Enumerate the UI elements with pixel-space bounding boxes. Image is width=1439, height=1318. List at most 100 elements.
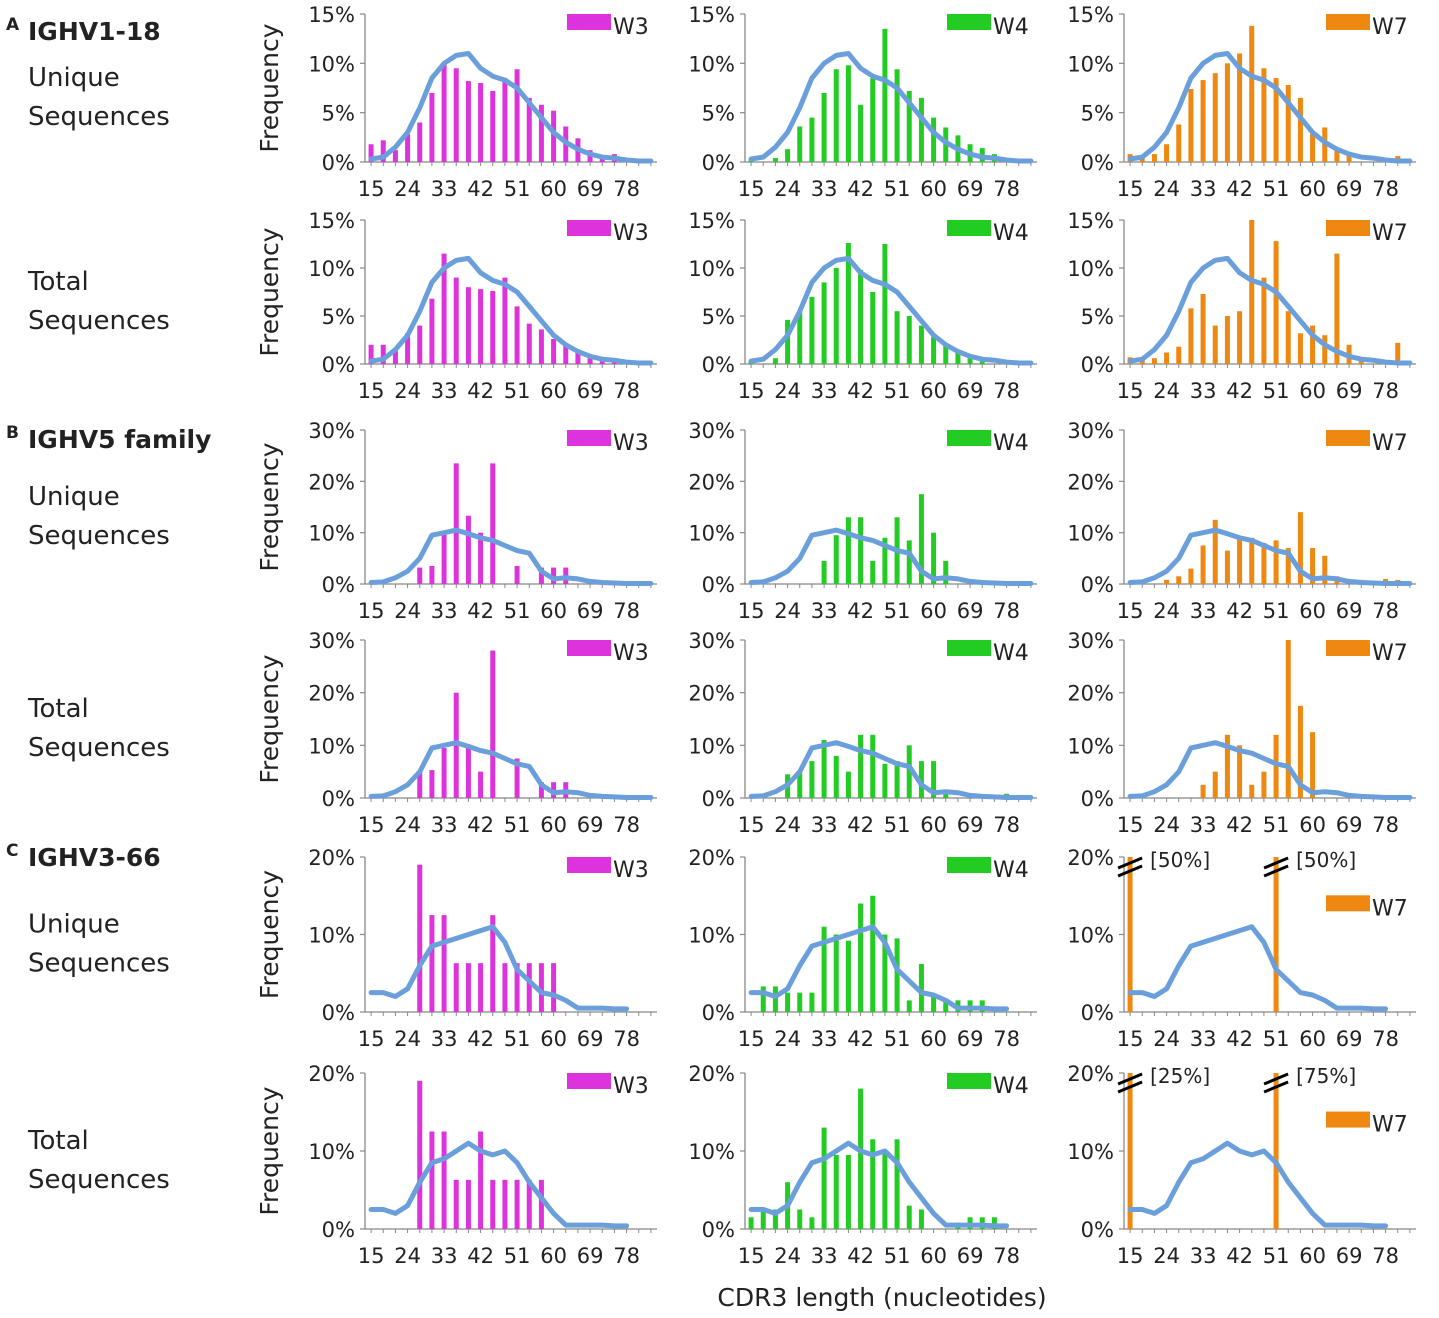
bar-w7 [1224,550,1230,584]
x-tick-label: 33 [431,379,458,403]
panel-b-total-w7: 0% 10% 20% 30% 15 24 33 42 51 60 69 78 W7 [1067,629,1416,837]
x-tick-label: 69 [577,813,604,837]
x-tick-label: 60 [920,1244,947,1268]
bar-w7 [1310,325,1316,364]
x-tick-label: 69 [577,379,604,403]
bar-w3 [478,771,484,798]
bar-w4 [906,1205,912,1229]
bar-w3 [429,915,435,1012]
panel-b-total-w4: 0% 10% 20% 30% 15 24 33 42 51 60 69 78 W4 [688,629,1037,837]
y-tick-label: 15% [1067,209,1114,233]
legend-label-w3: W3 [613,858,649,883]
x-tick-label: 15 [358,177,385,201]
reference-line [1127,1140,1389,1229]
bar-w3 [465,81,471,162]
x-tick-label: 24 [394,1244,421,1268]
bar-w4 [858,903,864,1012]
bar-w4 [797,1209,803,1229]
x-tick-label: 60 [540,379,567,403]
x-tick-label: 15 [738,1027,765,1051]
x-tick-label: 42 [847,1027,874,1051]
x-tick-label: 78 [613,1027,640,1051]
panel-a-total-w7: 0% 5% 10% 15% 15 24 33 42 51 60 69 78 W7 [1067,209,1416,403]
x-tick-label: 51 [504,813,531,837]
x-tick-label: 78 [1372,1244,1399,1268]
panel-a-total-w3: 0% 5% 10% 15% 15 24 33 42 51 60 69 78 W3 [308,209,657,403]
bar-w3 [538,963,544,1012]
row-label-unique-a-line2: Sequences [28,102,170,132]
bar-w7 [1188,568,1194,584]
bar-w4 [760,986,766,1012]
legend-swatch-w7 [1326,220,1370,236]
reference-line [1127,924,1389,1012]
y-tick-label: 5% [702,305,735,329]
row-label-unique-c-line2: Sequences [28,949,170,979]
bar-w4 [845,517,851,584]
bar-w3 [405,333,411,364]
bar-w3 [551,963,557,1012]
y-axis-label: Frequency [255,442,284,571]
x-tick-label: 78 [613,599,640,623]
x-tick-label: 78 [1372,177,1399,201]
y-tick-label: 10% [308,734,355,758]
x-tick-label: 15 [358,379,385,403]
x-tick-label: 51 [884,599,911,623]
x-tick-label: 69 [1336,1027,1363,1051]
bar-w3 [417,771,423,798]
y-tick-label: 0% [322,573,355,597]
x-tick-label: 60 [920,813,947,837]
row-label-total-c: Total [27,1126,89,1156]
x-tick-label: 42 [847,177,874,201]
bar-w7 [1212,73,1218,162]
bar-w3 [417,325,423,364]
bar-w4 [833,1154,839,1229]
panel-c-total-w7: 0% 10% 20% 15 24 33 42 51 60 69 78 [25%] [75%] W7 [1067,1062,1416,1268]
legend-label-w7: W7 [1372,15,1408,40]
bar-w4 [979,360,985,364]
x-tick-label: 15 [738,813,765,837]
bar-w7 [1237,311,1243,364]
bar-w7 [1297,705,1303,798]
y-tick-label: 15% [308,3,355,27]
bar-w4 [870,560,876,584]
y-tick-label: 10% [1067,1140,1114,1164]
bar-w4 [821,560,827,584]
bar-w3 [490,1179,496,1229]
bar-w4 [821,926,827,1012]
x-tick-label: 42 [847,379,874,403]
reference-line [368,51,654,164]
bar-w3 [405,134,411,162]
bar-w4 [918,761,924,798]
bar-w4 [870,292,876,364]
legend-label-w4: W4 [993,858,1029,883]
reference-line [748,527,1034,586]
bar-w3 [465,963,471,1012]
y-tick-label: 10% [688,1140,735,1164]
bar-w4 [809,992,815,1012]
y-tick-label: 20% [308,1062,355,1086]
x-tick-label: 78 [1372,1027,1399,1051]
bar-w3 [490,915,496,1012]
x-tick-label: 15 [738,379,765,403]
x-tick-label: 51 [884,1027,911,1051]
bar-w3 [514,306,520,364]
bar-w3 [453,692,459,798]
bar-w4 [797,992,803,1012]
bar-w4 [882,244,888,364]
x-tick-label: 69 [1336,813,1363,837]
bar-w3 [429,770,435,798]
x-axis-title: CDR3 length (nucleotides) [717,1283,1046,1312]
reference-line [368,255,654,366]
bar-w3 [587,358,593,364]
bar-w3 [502,963,508,1012]
bar-w4 [785,992,791,1012]
y-tick-label: 0% [702,787,735,811]
bar-w7 [1285,311,1291,364]
row-label-unique-c: Unique [28,910,120,940]
bar-w7 [1249,537,1255,584]
x-tick-label: 78 [613,379,640,403]
y-tick-label: 20% [308,846,355,870]
legend-swatch-w4 [947,640,991,656]
bar-w7 [1224,734,1230,798]
